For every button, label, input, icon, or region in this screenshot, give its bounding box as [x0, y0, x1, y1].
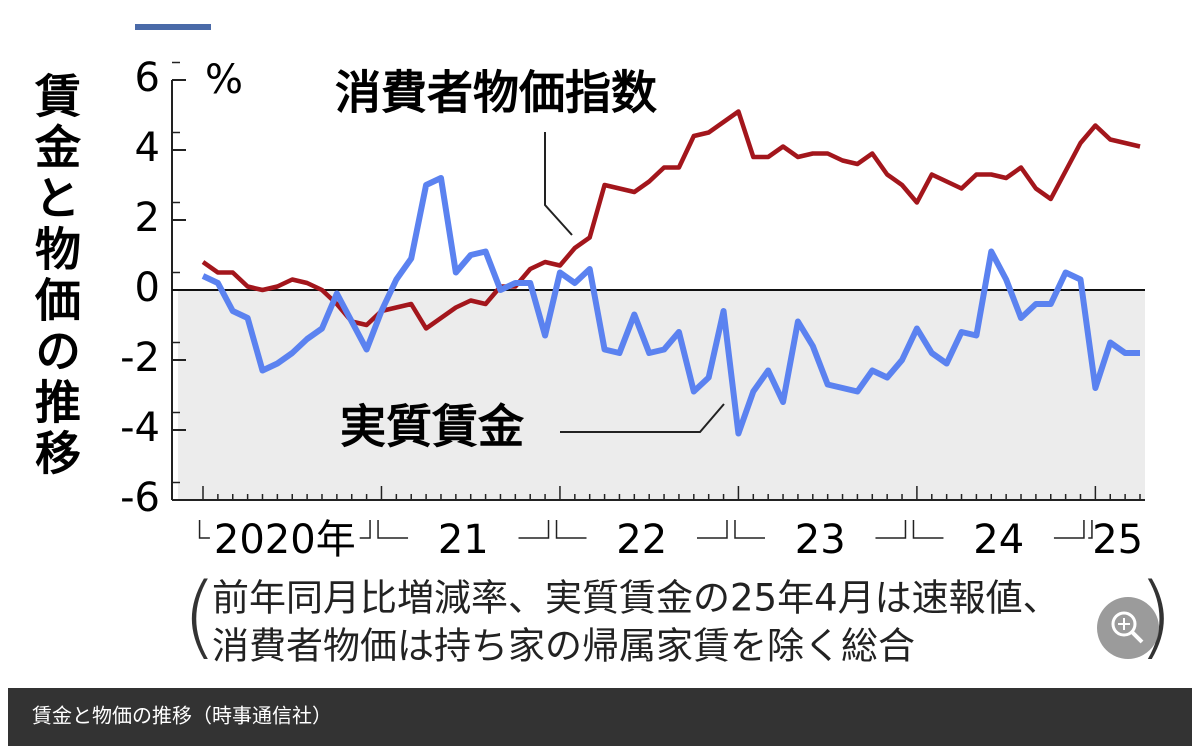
- zoom-circle[interactable]: [1097, 597, 1159, 659]
- note: 前年同月比増減率、実質賃金の25年4月は速報値、: [212, 577, 1060, 620]
- top-bar: [135, 24, 211, 30]
- series-line: [201, 109, 1141, 331]
- y-tick-label: 0: [135, 265, 160, 311]
- year-bracket: [912, 520, 944, 539]
- zoom-icon: [1130, 630, 1144, 644]
- y-tick-label: -6: [120, 475, 160, 521]
- y-tick-label: -2: [120, 335, 160, 381]
- series-label: 実質賃金: [340, 400, 525, 454]
- y-tick-label: -4: [120, 405, 160, 451]
- y-title-text: 賃金と物価の推移: [28, 72, 82, 480]
- leader-line: [544, 132, 573, 236]
- year-bracket: [1053, 520, 1085, 539]
- year-bracket: [518, 520, 550, 539]
- year-bracket: [875, 520, 907, 539]
- series-line: [201, 175, 1140, 437]
- zoom-icon: [1111, 611, 1137, 637]
- y-tick-label: 2: [135, 195, 160, 241]
- y-tick-label: 4: [135, 125, 160, 171]
- caption: 賃金と物価の推移（時事通信社）: [32, 704, 332, 728]
- year-bracket: [1088, 520, 1093, 539]
- year-bracket: [696, 520, 728, 539]
- year-bracket: [198, 520, 210, 539]
- x-tick-label: 24: [973, 517, 1024, 563]
- x-tick-label: 21: [438, 517, 489, 563]
- series-label: 消費者物価指数: [335, 66, 657, 120]
- year-bracket: [734, 520, 765, 539]
- x-tick-label: 25: [1092, 517, 1143, 563]
- x-tick-label: 2020年: [214, 517, 356, 563]
- negative-area: [178, 290, 1145, 500]
- y-tick-label: 6: [135, 55, 160, 101]
- paren: (: [182, 564, 217, 669]
- year-bracket: [359, 520, 371, 539]
- x-tick-label: 23: [795, 517, 846, 563]
- note: 消費者物価は持ち家の帰属家賃を除く総合: [212, 625, 915, 668]
- caption-bar: [8, 688, 1192, 746]
- year-bracket: [377, 520, 409, 539]
- x-tick-label: 22: [616, 517, 667, 563]
- y-unit: %: [205, 57, 243, 103]
- zoom-button[interactable]: [1097, 597, 1159, 659]
- year-bracket: [555, 520, 587, 539]
- leader-line: [560, 403, 725, 433]
- y-title: 賃金と物価の推移: [28, 72, 82, 480]
